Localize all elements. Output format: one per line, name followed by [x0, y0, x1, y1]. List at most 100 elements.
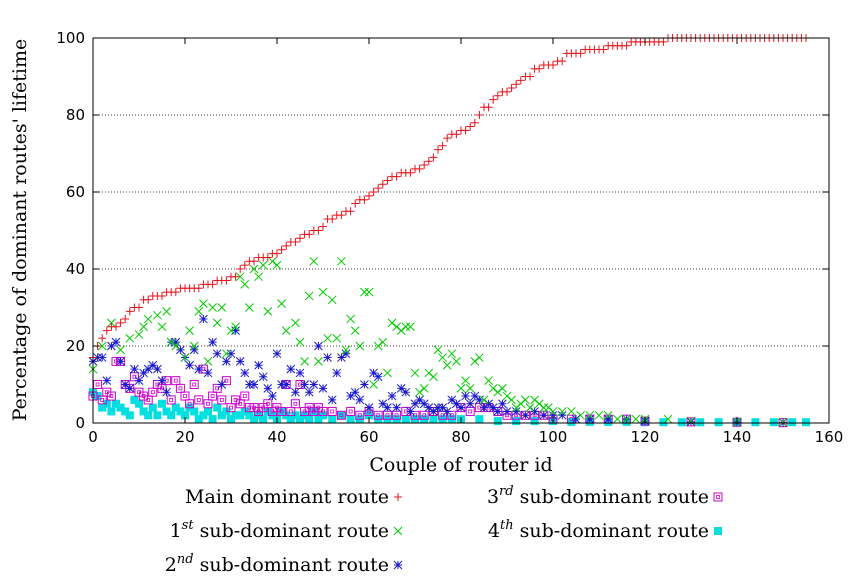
data-point — [346, 406, 356, 416]
data-point — [364, 403, 374, 412]
data-point — [438, 353, 447, 362]
data-point — [226, 326, 236, 335]
data-point — [475, 415, 484, 424]
data-point — [778, 417, 788, 427]
data-point — [291, 318, 300, 328]
data-point — [488, 403, 498, 412]
data-point — [429, 372, 438, 382]
data-point — [696, 418, 705, 427]
data-point — [143, 314, 153, 324]
legend-marker — [393, 526, 403, 536]
data-point — [314, 226, 323, 235]
series-3 — [88, 356, 788, 428]
data-point — [231, 272, 240, 281]
data-point — [567, 417, 576, 426]
data-point — [465, 383, 475, 393]
data-point — [258, 372, 268, 382]
data-point — [189, 380, 199, 389]
data-point — [622, 41, 631, 50]
x-tick-label: 60 — [359, 428, 378, 446]
data-point — [314, 415, 323, 424]
data-point — [406, 407, 415, 416]
data-point — [153, 364, 162, 374]
data-point — [194, 395, 204, 405]
data-point — [304, 387, 314, 397]
data-point — [530, 395, 539, 405]
data-point — [139, 407, 148, 416]
data-point — [236, 411, 245, 420]
data-point — [488, 383, 498, 393]
data-point — [259, 415, 268, 424]
legend-item: 4th sub-dominant route — [488, 518, 722, 542]
data-point — [245, 303, 254, 312]
data-point — [548, 410, 558, 420]
data-point — [250, 257, 258, 266]
data-point — [447, 349, 457, 359]
data-point — [300, 380, 309, 389]
data-point — [337, 211, 346, 220]
data-point — [396, 326, 406, 335]
data-point — [516, 76, 525, 85]
data-point — [346, 391, 355, 401]
data-point — [558, 57, 567, 66]
data-point — [332, 368, 342, 378]
data-point — [530, 417, 539, 426]
series-4 — [89, 388, 810, 427]
x-axis-label: Couple of router id — [369, 454, 552, 476]
data-point — [171, 403, 180, 412]
data-point — [465, 399, 475, 409]
data-point — [305, 230, 314, 239]
data-point — [410, 368, 420, 378]
data-point — [130, 364, 139, 374]
data-point — [250, 415, 258, 424]
series-0 — [89, 34, 810, 362]
data-point — [406, 168, 415, 177]
data-point — [116, 345, 125, 355]
data-point — [273, 249, 281, 258]
y-tick-label: 100 — [56, 29, 85, 47]
data-point — [341, 345, 351, 355]
data-point — [258, 260, 268, 270]
data-point — [512, 80, 521, 89]
data-point — [125, 383, 135, 393]
legend-marker — [394, 493, 402, 501]
data-point — [208, 337, 217, 347]
data-point — [208, 303, 217, 312]
data-point — [176, 407, 185, 416]
data-marks — [88, 34, 810, 428]
data-point — [158, 399, 166, 408]
data-point — [93, 380, 103, 389]
data-point — [502, 407, 512, 416]
data-point — [401, 322, 411, 332]
data-point — [125, 307, 134, 316]
data-point — [392, 172, 401, 181]
data-point — [493, 91, 502, 100]
data-point — [511, 403, 521, 412]
data-point — [677, 418, 686, 427]
data-point — [594, 410, 604, 420]
data-point — [203, 357, 213, 366]
data-point — [452, 130, 461, 139]
data-point — [539, 403, 549, 412]
data-point — [337, 256, 346, 266]
data-point — [158, 291, 166, 300]
data-point — [180, 353, 190, 362]
data-point — [456, 383, 466, 393]
data-point — [387, 318, 397, 328]
data-point — [240, 261, 249, 270]
y-tick-label: 80 — [66, 106, 85, 124]
data-point — [300, 357, 309, 366]
data-point — [751, 418, 760, 427]
data-point — [175, 383, 185, 393]
data-point — [507, 395, 516, 405]
y-tick-label: 20 — [66, 337, 85, 355]
data-point — [415, 387, 424, 397]
data-point — [442, 407, 452, 416]
data-point — [534, 399, 544, 409]
data-point — [305, 415, 314, 424]
data-point — [135, 303, 143, 312]
data-point — [244, 403, 254, 413]
data-point — [549, 60, 557, 69]
data-point — [245, 411, 254, 420]
data-point — [107, 407, 116, 416]
